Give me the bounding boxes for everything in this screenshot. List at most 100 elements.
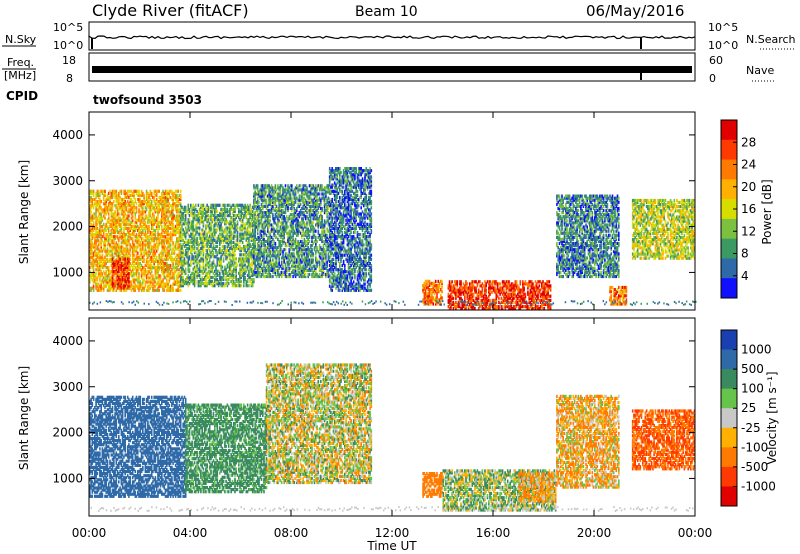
heatmap-cell [97, 220, 100, 224]
heatmap-cell [107, 226, 110, 230]
heatmap-cell [99, 193, 101, 197]
heatmap-cell [89, 255, 91, 259]
heatmap-cell [97, 251, 100, 255]
heatmap-cell [111, 206, 114, 210]
heatmap-cell [97, 272, 100, 276]
heatmap-cell [91, 241, 94, 245]
heatmap-cell [95, 286, 97, 290]
heatmap-cell [104, 241, 106, 245]
heatmap-cell [97, 261, 100, 266]
heatmap-cell [106, 206, 109, 210]
heatmap-cell [95, 263, 97, 268]
heatmap-cell [111, 251, 114, 255]
heatmap-cell [152, 274, 154, 278]
heatmap-cell [92, 214, 95, 218]
heatmap-cell [224, 203, 226, 207]
heatmap-cell [106, 243, 109, 247]
heatmap-cell [100, 249, 102, 253]
heatmap-cell [113, 237, 115, 241]
heatmap-cell [89, 253, 91, 257]
heatmap-cell [113, 191, 115, 195]
heatmap-cell [104, 278, 106, 282]
heatmap-cell [107, 216, 110, 220]
heatmap-cell [114, 243, 116, 247]
heatmap-cell [95, 239, 97, 243]
heatmap-cell [99, 278, 101, 282]
heatmap-cell [113, 255, 115, 259]
heatmap-cell [95, 204, 97, 208]
heatmap-cell [90, 228, 92, 233]
heatmap-cell [118, 251, 120, 255]
heatmap-cell [158, 189, 160, 193]
heatmap-cell [110, 249, 113, 253]
heatmap-cell [106, 280, 109, 284]
heatmap-cell [106, 193, 109, 197]
heatmap-cell [116, 200, 119, 204]
heatmap-cell [99, 200, 101, 204]
heatmap-cell [95, 284, 97, 288]
heatmap-cell [99, 263, 101, 268]
nave-label: Nave [746, 64, 774, 77]
heatmap-cell [91, 243, 94, 247]
heatmap-cell [96, 263, 99, 268]
heatmap-cell [104, 204, 106, 208]
heatmap-cell [111, 216, 114, 220]
heatmap-cell [95, 276, 97, 280]
heatmap-cell [272, 213, 274, 217]
heatmap-cell [109, 208, 111, 212]
heatmap-cell [92, 266, 95, 270]
heatmap-cell [128, 214, 130, 218]
heatmap-cell [89, 288, 91, 292]
heatmap-cell [106, 195, 109, 200]
heatmap-cell [134, 197, 137, 202]
heatmap-cell [107, 274, 110, 278]
heatmap-cell [99, 259, 101, 263]
heatmap-cell [95, 230, 97, 235]
heatmap-cell [107, 284, 110, 288]
heatmap-cell [106, 235, 109, 239]
heatmap-cell [102, 276, 105, 280]
heatmap-cell [90, 189, 92, 193]
noise-left-tick-bottom: 10^0 [53, 39, 83, 52]
heatmap-cell [105, 237, 107, 241]
heatmap-cell [109, 200, 111, 204]
heatmap-cell [99, 286, 101, 290]
power-heatmap [89, 167, 697, 311]
heatmap-cell [115, 191, 118, 195]
heatmap-cell [94, 245, 96, 249]
heatmap-cell [184, 267, 187, 271]
heatmap-cell [99, 216, 101, 220]
noise-right-tick-bottom: 10^0 [708, 39, 738, 52]
heatmap-cell [294, 237, 297, 241]
heatmap-cell [116, 212, 119, 216]
heatmap-cell [135, 206, 138, 210]
heatmap-cell [91, 200, 94, 204]
heatmap-cell [115, 280, 118, 284]
heatmap-cell [96, 226, 99, 230]
heatmap-cell [109, 257, 111, 261]
heatmap-cell [107, 251, 110, 255]
heatmap-cell [100, 230, 102, 235]
heatmap-cell [150, 191, 153, 195]
heatmap-cell [95, 257, 97, 261]
heatmap-cell [116, 253, 119, 257]
heatmap-cell [92, 268, 95, 272]
heatmap-cell [89, 245, 91, 249]
heatmap-cell [95, 195, 97, 200]
heatmap-cell [92, 204, 95, 208]
heatmap-cell [115, 241, 118, 245]
heatmap-cell [198, 273, 201, 277]
heatmap-cell [111, 249, 114, 253]
heatmap-cell [96, 189, 99, 193]
heatmap-cell [114, 228, 116, 233]
heatmap-cell [137, 251, 139, 255]
heatmap-cell [236, 220, 239, 224]
heatmap-cell [100, 239, 102, 243]
heatmap-cell [99, 204, 101, 208]
heatmap-cell [111, 245, 114, 249]
heatmap-cell [97, 214, 100, 218]
heatmap-cell [100, 286, 102, 290]
heatmap-cell [92, 251, 95, 255]
heatmap-cell [96, 193, 99, 197]
heatmap-cell [143, 257, 145, 261]
